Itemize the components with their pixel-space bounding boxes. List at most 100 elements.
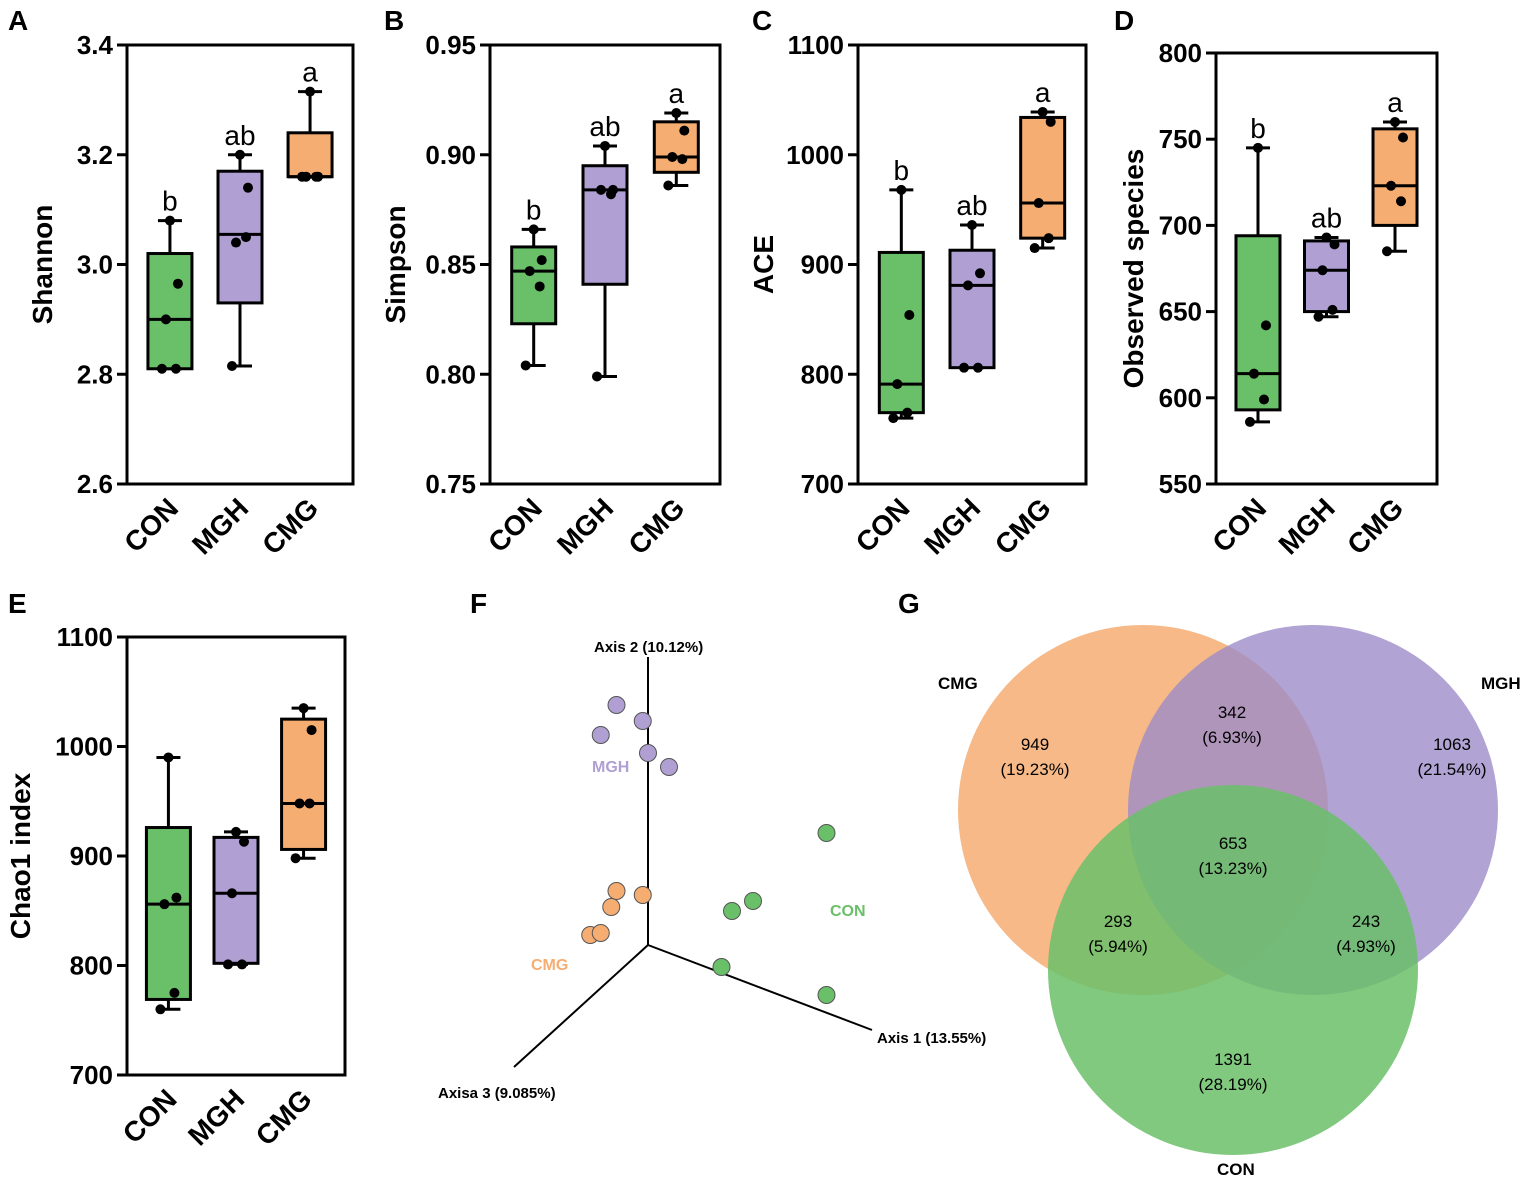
data-point	[298, 703, 309, 714]
y-tick-label: 0.85	[425, 250, 476, 280]
venn-count-con-only: 1391	[1214, 1050, 1252, 1069]
iqr-box	[144, 826, 192, 1001]
y-tick-label: 1100	[57, 622, 113, 652]
data-point	[294, 798, 305, 809]
y-tick-label: 0.90	[425, 140, 476, 170]
data-point	[608, 184, 618, 195]
data-point	[902, 407, 913, 418]
y-tick-label: 1000	[55, 732, 113, 762]
data-point	[975, 268, 985, 279]
venn-set-label-mgh: MGH	[1481, 674, 1521, 693]
pcoa-point-mgh	[660, 758, 678, 776]
y-tick-label: 800	[1159, 38, 1202, 68]
data-point	[169, 987, 180, 998]
y-tick-label: 800	[70, 951, 113, 981]
data-point	[1248, 368, 1259, 379]
data-point	[301, 171, 312, 182]
pcoa-point-cmg	[633, 886, 652, 904]
data-point	[160, 314, 171, 325]
data-point	[671, 108, 682, 119]
data-point	[679, 125, 690, 136]
y-axis-label: Observed species	[1118, 149, 1149, 389]
x-category-label: CMG	[256, 492, 324, 560]
y-tick-label: 2.6	[77, 469, 113, 499]
data-point	[156, 363, 167, 374]
data-point	[241, 232, 251, 243]
plot-frame	[1214, 51, 1439, 486]
venn-count-mgh-con: 243	[1352, 912, 1380, 931]
venn-count-cmg-mgh: 342	[1218, 703, 1246, 722]
data-point	[1033, 198, 1044, 209]
data-point	[596, 184, 606, 195]
y-tick-label: 0.75	[425, 469, 476, 499]
data-point	[155, 1004, 166, 1015]
data-point	[231, 826, 241, 837]
pcoa-group-label-mgh: MGH	[592, 759, 629, 776]
data-point	[520, 360, 531, 371]
data-point	[1321, 232, 1332, 243]
pcoa-point-mgh	[639, 744, 657, 762]
data-point	[528, 224, 539, 235]
x-category-label: MGH	[186, 492, 254, 560]
y-tick-label: 650	[1159, 297, 1202, 327]
x-category-label: CON	[117, 1083, 183, 1149]
iqr-box	[146, 252, 194, 371]
iqr-box	[216, 169, 264, 305]
data-point	[534, 281, 545, 292]
data-point	[896, 184, 907, 195]
data-point	[231, 237, 241, 248]
pcoa-point-con	[723, 902, 741, 920]
significance-letter: b	[526, 194, 542, 225]
venn-set-label-con: CON	[1217, 1160, 1255, 1179]
iqr-box	[877, 250, 925, 415]
data-point	[1258, 394, 1269, 405]
panel-letter-e: E	[8, 588, 27, 619]
data-point	[1313, 311, 1324, 322]
data-point	[963, 280, 973, 291]
box-mgh: ab MGH	[551, 111, 629, 560]
significance-letter: ab	[224, 120, 255, 151]
box-mgh: ab MGH	[1273, 202, 1350, 560]
data-point	[290, 853, 301, 864]
iqr-box	[286, 131, 334, 179]
data-point	[1045, 116, 1056, 127]
data-point	[172, 278, 183, 289]
panel-letter-b: B	[384, 5, 404, 36]
pcoa-point-mgh	[633, 712, 652, 730]
venn-pct-con-only: (28.19%)	[1199, 1075, 1268, 1094]
venn-count-all: 653	[1219, 834, 1247, 853]
data-point	[164, 215, 175, 226]
pcoa-group-label-cmg: CMG	[531, 957, 568, 974]
panel-letter-d: D	[1114, 5, 1134, 36]
significance-letter: b	[162, 186, 178, 217]
panel-letter-a: A	[8, 5, 28, 36]
significance-letter: a	[302, 57, 318, 88]
pcoa-point-con	[744, 892, 762, 910]
pcoa-axis1-label: Axis 1 (13.55%)	[877, 1030, 986, 1047]
venn-panel: G CMG MGH CON 949 (19.23%) 1063 (21.54%)…	[898, 588, 1521, 1179]
panel-letter-g: G	[898, 588, 920, 619]
data-point	[959, 362, 969, 373]
data-point	[677, 154, 688, 165]
y-axis-label: ACE	[748, 235, 779, 294]
iqr-box	[280, 717, 328, 851]
panel-letter-c: C	[752, 5, 772, 36]
pcoa-panel: F Axis 2 (10.12%) Axis 1 (13.55%) Axisa …	[438, 588, 986, 1102]
significance-letter: ab	[589, 111, 620, 142]
data-point	[227, 361, 237, 372]
x-category-label: MGH	[1273, 492, 1341, 560]
y-tick-label: 700	[70, 1060, 113, 1090]
boxplot-panel-b: B 0.75 0.80 0.85 0.90 0.95 Simpson b CON ab MGH a CM…	[380, 5, 722, 560]
boxplot-panel-a: A 2.6 2.8 3.0 3.2 3.4 Shannon b CON ab MGH a CMG	[8, 5, 355, 560]
data-point	[170, 363, 181, 374]
data-point	[163, 752, 174, 763]
significance-letter: b	[1250, 113, 1266, 144]
box-cmg: a CMG	[989, 77, 1067, 560]
pcoa-points	[581, 696, 836, 1004]
data-point	[243, 182, 253, 193]
pcoa-point-cmg	[607, 882, 626, 900]
box-con: b CON	[482, 194, 558, 558]
data-point	[1329, 239, 1340, 250]
data-point	[304, 798, 315, 809]
y-tick-label: 900	[70, 841, 113, 871]
